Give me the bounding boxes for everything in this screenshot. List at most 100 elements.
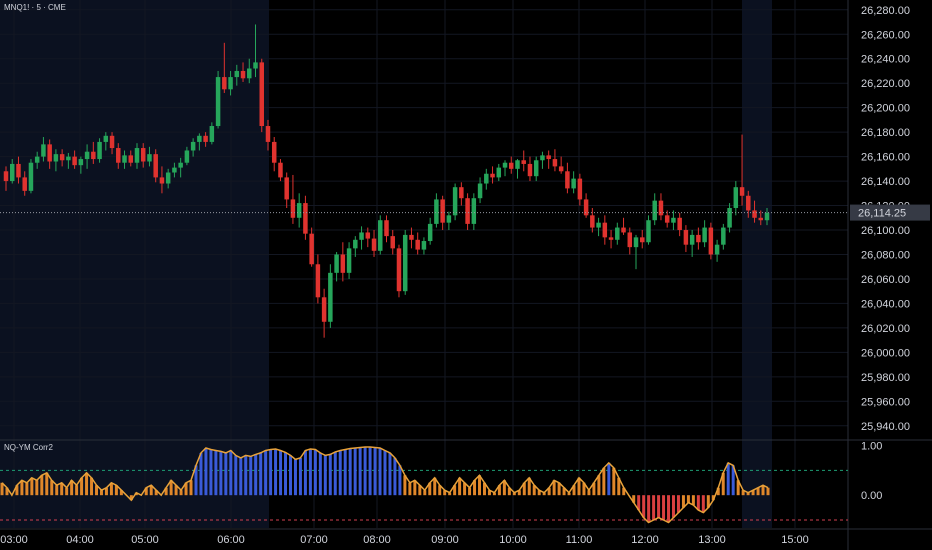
candle-body[interactable] xyxy=(209,126,215,142)
candle-body[interactable] xyxy=(721,227,726,245)
candle-body[interactable] xyxy=(197,135,202,142)
candle-body[interactable] xyxy=(247,68,252,79)
candle-body[interactable] xyxy=(203,135,208,142)
candle-body[interactable] xyxy=(103,135,109,142)
candle-body[interactable] xyxy=(34,156,40,163)
candle-body[interactable] xyxy=(652,200,657,221)
candle-body[interactable] xyxy=(253,62,258,69)
candle-body[interactable] xyxy=(234,70,240,78)
candle-body[interactable] xyxy=(290,199,296,218)
candle-body[interactable] xyxy=(733,187,739,208)
candle-body[interactable] xyxy=(109,135,115,149)
candle-body[interactable] xyxy=(552,159,558,167)
candle-body[interactable] xyxy=(140,148,146,162)
candle-body[interactable] xyxy=(97,141,102,160)
candle-body[interactable] xyxy=(640,237,645,243)
candle-body[interactable] xyxy=(240,70,246,79)
candle-body[interactable] xyxy=(571,178,576,189)
candle-body[interactable] xyxy=(28,162,34,191)
candle-body[interactable] xyxy=(702,227,707,243)
candle-body[interactable] xyxy=(434,199,439,224)
candle-body[interactable] xyxy=(746,195,751,211)
candle-body[interactable] xyxy=(284,177,289,200)
candle-body[interactable] xyxy=(502,162,508,168)
candle-body[interactable] xyxy=(384,220,389,237)
candle-body[interactable] xyxy=(533,160,539,177)
candle-body[interactable] xyxy=(409,234,414,240)
candle-body[interactable] xyxy=(303,203,308,234)
candle-body[interactable] xyxy=(602,222,608,238)
candle-body[interactable] xyxy=(309,233,314,265)
candle-body[interactable] xyxy=(671,217,676,223)
candle-body[interactable] xyxy=(359,232,364,240)
candle-body[interactable] xyxy=(577,178,583,200)
candle-body[interactable] xyxy=(496,167,502,178)
candle-body[interactable] xyxy=(739,187,745,196)
candle-body[interactable] xyxy=(296,203,302,218)
candle-body[interactable] xyxy=(147,154,152,162)
candle-body[interactable] xyxy=(265,126,271,142)
candle-body[interactable] xyxy=(427,223,433,242)
candle-body[interactable] xyxy=(708,227,714,255)
candle-body[interactable] xyxy=(558,166,564,172)
candle-body[interactable] xyxy=(353,239,358,249)
candle-body[interactable] xyxy=(3,171,9,182)
candle-body[interactable] xyxy=(402,234,408,292)
candle-body[interactable] xyxy=(371,238,377,251)
indicator-title[interactable]: NQ-YM Corr2 xyxy=(4,443,53,452)
candle-body[interactable] xyxy=(627,232,633,248)
candle-body[interactable] xyxy=(621,227,626,233)
candle-body[interactable] xyxy=(590,215,595,228)
candle-body[interactable] xyxy=(334,254,339,273)
candle-body[interactable] xyxy=(390,236,395,249)
candle-body[interactable] xyxy=(546,155,551,160)
candle-body[interactable] xyxy=(16,163,21,178)
candle-body[interactable] xyxy=(47,144,52,162)
candle-body[interactable] xyxy=(446,215,452,223)
candle-body[interactable] xyxy=(689,234,695,245)
candle-body[interactable] xyxy=(396,248,402,292)
candle-body[interactable] xyxy=(565,171,570,189)
candle-body[interactable] xyxy=(596,222,601,228)
candle-body[interactable] xyxy=(415,239,420,250)
candle-body[interactable] xyxy=(122,155,127,163)
candle-body[interactable] xyxy=(515,160,520,169)
candle-body[interactable] xyxy=(608,237,614,240)
candle-body[interactable] xyxy=(527,163,533,177)
candle-body[interactable] xyxy=(490,173,495,178)
candle-body[interactable] xyxy=(172,167,177,173)
candle-body[interactable] xyxy=(421,241,427,250)
candle-body[interactable] xyxy=(328,272,333,322)
candle-body[interactable] xyxy=(222,77,227,90)
candle-body[interactable] xyxy=(184,150,190,163)
candle-body[interactable] xyxy=(9,163,15,182)
candle-body[interactable] xyxy=(153,154,158,178)
price-badge[interactable] xyxy=(850,204,930,221)
candle-body[interactable] xyxy=(91,151,96,160)
candle-body[interactable] xyxy=(215,77,221,127)
candle-body[interactable] xyxy=(752,210,757,218)
candle-body[interactable] xyxy=(59,154,65,161)
candle-body[interactable] xyxy=(459,187,464,199)
candle-body[interactable] xyxy=(66,156,71,161)
candle-body[interactable] xyxy=(727,207,732,228)
candle-body[interactable] xyxy=(321,297,327,322)
candle-body[interactable] xyxy=(128,155,133,163)
candle-body[interactable] xyxy=(84,151,90,160)
candle-body[interactable] xyxy=(259,62,264,127)
candle-body[interactable] xyxy=(658,200,664,216)
candle-body[interactable] xyxy=(440,199,445,223)
candle-body[interactable] xyxy=(477,183,483,199)
candle-body[interactable] xyxy=(521,160,526,164)
candle-body[interactable] xyxy=(228,77,233,90)
candle-body[interactable] xyxy=(764,212,770,221)
candle-body[interactable] xyxy=(758,217,764,221)
candle-body[interactable] xyxy=(159,177,165,184)
candle-body[interactable] xyxy=(378,220,383,251)
candle-body[interactable] xyxy=(696,234,701,243)
candle-body[interactable] xyxy=(178,162,183,168)
candle-body[interactable] xyxy=(683,230,689,245)
candle-body[interactable] xyxy=(271,141,277,163)
